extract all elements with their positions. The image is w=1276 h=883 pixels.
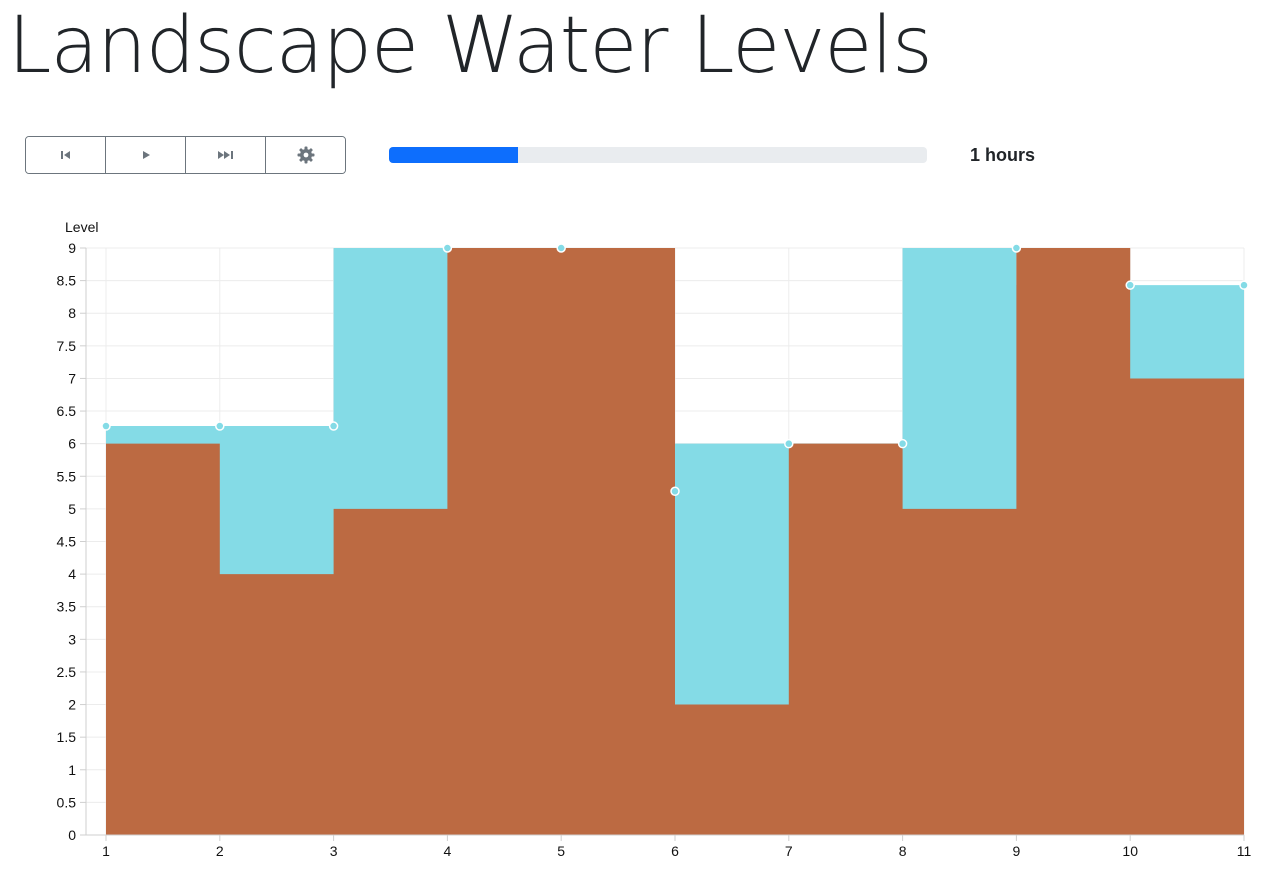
y-tick-label: 8 [68, 305, 76, 321]
series-area-landscape [106, 248, 1244, 835]
y-tick-label: 9 [68, 240, 76, 256]
play-icon [142, 151, 150, 159]
x-tick-label: 7 [785, 843, 793, 859]
x-tick-label: 10 [1122, 843, 1138, 859]
water-point [1239, 280, 1249, 290]
water-point [784, 438, 794, 449]
page-title: Landscape Water Levels [8, 1, 933, 91]
y-tick-label: 5 [68, 501, 76, 517]
skip-back-icon [60, 151, 70, 159]
gear-icon [297, 146, 314, 164]
fast-forward-icon [217, 151, 233, 159]
y-tick-label: 4.5 [57, 534, 77, 550]
y-tick-label: 3 [68, 631, 76, 647]
y-tick-label: 0 [68, 827, 76, 843]
y-tick-label: 7.5 [57, 338, 77, 354]
x-tick-label: 9 [1013, 843, 1021, 859]
water-level-chart: 0 0.5 1 1.5 2 2.5 3 3.5 4 4.5 5 5.5 6 6.5 7 7.5 8 8.5 9 1 2 3… [57, 219, 1252, 859]
y-tick-label: 8.5 [57, 273, 77, 289]
water-point [328, 421, 339, 431]
y-tick-label: 3.5 [57, 599, 77, 615]
skip-back-button[interactable] [26, 137, 106, 173]
y-tick-label: 7 [68, 370, 76, 386]
y-tick-label: 1 [68, 762, 76, 778]
water-point [442, 243, 453, 253]
y-tick-label: 6.5 [57, 403, 77, 419]
y-tick-label: 2.5 [57, 664, 77, 680]
time-progress-bar[interactable] [389, 147, 927, 163]
x-tick-label: 8 [899, 843, 907, 859]
y-tick-label: 5.5 [57, 468, 77, 484]
x-tick-label: 6 [671, 843, 679, 859]
x-tick-label: 4 [444, 843, 452, 859]
water-point [556, 243, 566, 253]
y-tick-label: 4 [68, 566, 76, 582]
y-tick-label: 1.5 [57, 729, 77, 745]
water-point [670, 486, 680, 497]
fast-forward-button[interactable] [186, 137, 266, 173]
x-tick-label: 3 [330, 843, 338, 859]
x-tick-label: 1 [102, 843, 110, 859]
time-label: 1 hours [970, 145, 1036, 165]
play-button[interactable] [106, 137, 186, 173]
water-point [1011, 243, 1022, 253]
x-tick-label: 5 [557, 843, 565, 859]
water-point [101, 421, 111, 431]
x-tick-label: 2 [216, 843, 224, 859]
y-tick-label: 0.5 [57, 794, 77, 810]
settings-button[interactable] [266, 137, 345, 173]
water-point [215, 421, 225, 431]
y-tick-label: 2 [68, 697, 76, 713]
water-point [1125, 280, 1135, 290]
y-axis-title: Level [65, 219, 98, 235]
water-point [897, 438, 908, 449]
time-progress-fill [389, 147, 519, 163]
y-tick-label: 6 [68, 436, 76, 452]
playback-controls [25, 136, 346, 174]
x-tick-label: 11 [1237, 843, 1252, 859]
